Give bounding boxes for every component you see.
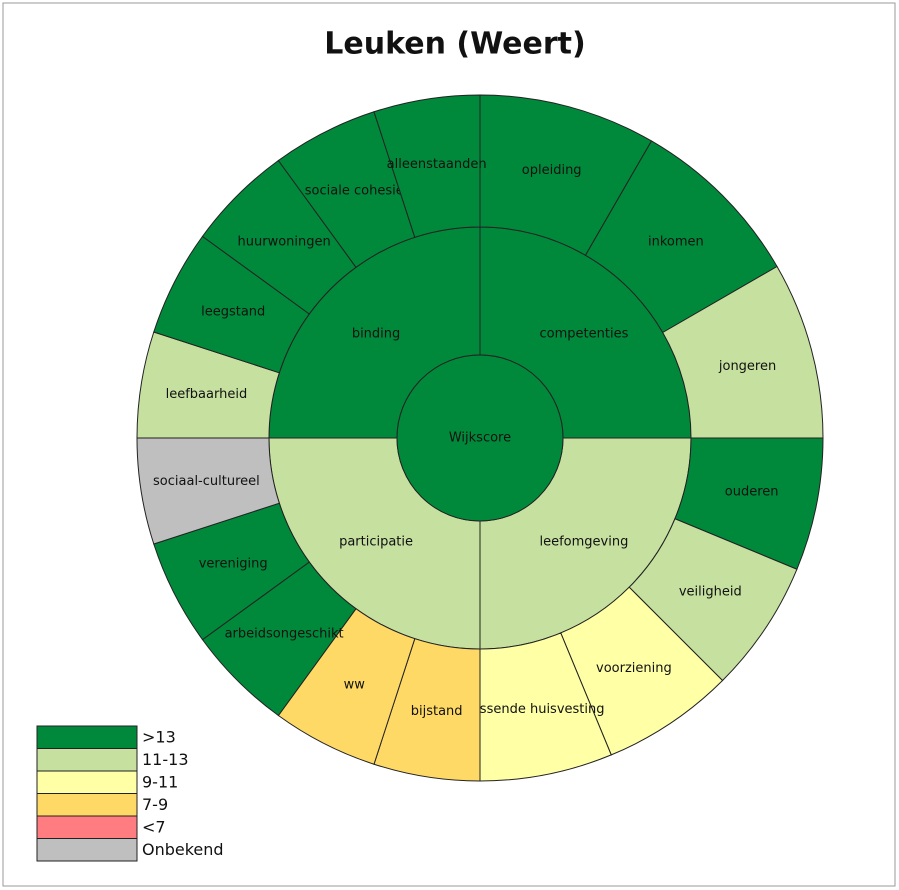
legend-label: <7 [142, 818, 166, 837]
legend-swatch [36, 770, 138, 794]
legend-swatch [36, 725, 138, 749]
legend-label: 11-13 [142, 750, 189, 769]
outer-label: opleiding [522, 163, 582, 178]
chart-title: Leuken (Weert) [324, 27, 585, 62]
outer-label: ww [344, 677, 366, 692]
outer-label: bijstand [411, 704, 463, 719]
outer-label: sociaal-cultureel [153, 474, 260, 489]
outer-label: huurwoningen [238, 235, 331, 250]
outer-label: inkomen [648, 235, 704, 250]
outer-label: sociale cohesie [305, 184, 404, 199]
inner-label: leefomgeving [540, 534, 629, 549]
outer-label: veiligheid [679, 584, 742, 599]
center-label: Wijkscore [449, 431, 511, 446]
inner-label: competenties [540, 327, 629, 342]
legend-swatch [36, 815, 138, 839]
outer-label: ouderen [725, 485, 779, 500]
legend-swatch [36, 793, 138, 817]
outer-label: leefbaarheid [166, 387, 248, 402]
outer-segment [373, 94, 481, 238]
outer-label: jongeren [718, 359, 776, 374]
outer-label: vereniging [199, 556, 268, 571]
inner-label: binding [352, 327, 400, 342]
outer-label: leegstand [201, 305, 265, 320]
legend-label: 7-9 [142, 795, 168, 814]
legend-swatch [36, 748, 138, 772]
inner-label: participatie [339, 534, 413, 549]
legend-label: Onbekend [142, 840, 224, 859]
legend-swatch [36, 838, 138, 862]
outer-label: arbeidsongeschikt [225, 626, 344, 641]
outer-label: alleenstaanden [387, 157, 487, 172]
outer-label: voorziening [596, 661, 672, 676]
outer-label: passende huisvesting [464, 702, 605, 717]
legend-label: >13 [142, 728, 176, 747]
center [396, 354, 564, 522]
legend-label: 9-11 [142, 773, 178, 792]
